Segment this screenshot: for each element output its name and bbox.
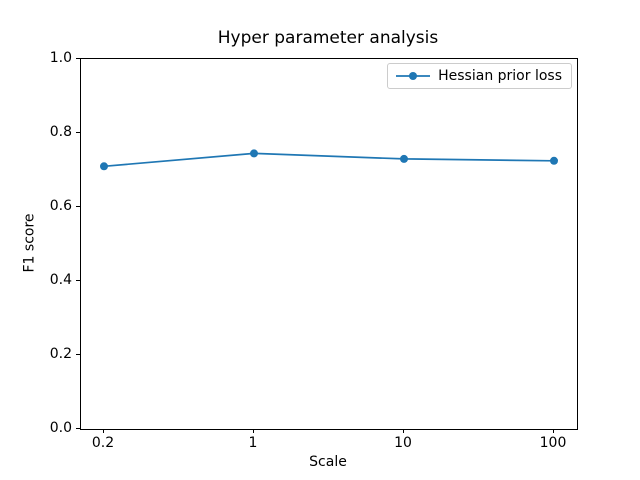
plot-area: Hessian prior loss bbox=[80, 58, 578, 430]
x-tick-mark bbox=[252, 429, 254, 433]
y-axis-label: F1 score bbox=[21, 213, 38, 273]
x-tick-label: 0.2 bbox=[91, 435, 115, 451]
legend-label: Hessian prior loss bbox=[438, 68, 562, 84]
y-tick-mark bbox=[76, 57, 80, 59]
x-tick-mark bbox=[552, 429, 554, 433]
data-point-marker bbox=[400, 154, 408, 163]
x-axis-label: Scale bbox=[309, 454, 347, 470]
data-point-marker bbox=[550, 156, 558, 165]
y-tick-mark bbox=[76, 131, 80, 133]
y-tick-label: 0.4 bbox=[49, 272, 72, 288]
y-tick-label: 1.0 bbox=[49, 50, 72, 66]
data-point-marker bbox=[250, 149, 258, 158]
legend: Hessian prior loss bbox=[387, 63, 572, 89]
series-line bbox=[103, 152, 555, 168]
x-tick-label: 10 bbox=[394, 435, 412, 451]
y-tick-label: 0.0 bbox=[49, 420, 72, 436]
x-tick-mark bbox=[102, 429, 104, 433]
y-tick-label: 0.6 bbox=[49, 198, 72, 214]
y-tick-label: 0.2 bbox=[49, 346, 72, 362]
y-tick-mark bbox=[76, 205, 80, 207]
chart-title: Hyper parameter analysis bbox=[217, 28, 439, 48]
x-tick-label: 100 bbox=[539, 435, 567, 451]
x-tick-label: 1 bbox=[248, 435, 258, 451]
y-tick-mark bbox=[76, 427, 80, 429]
x-tick-mark bbox=[402, 429, 404, 433]
data-point-marker bbox=[100, 162, 108, 171]
y-tick-label: 0.8 bbox=[49, 124, 72, 140]
y-tick-mark bbox=[76, 279, 80, 281]
line-series bbox=[100, 149, 558, 171]
y-tick-mark bbox=[76, 353, 80, 355]
legend-line-sample-icon bbox=[396, 72, 431, 80]
